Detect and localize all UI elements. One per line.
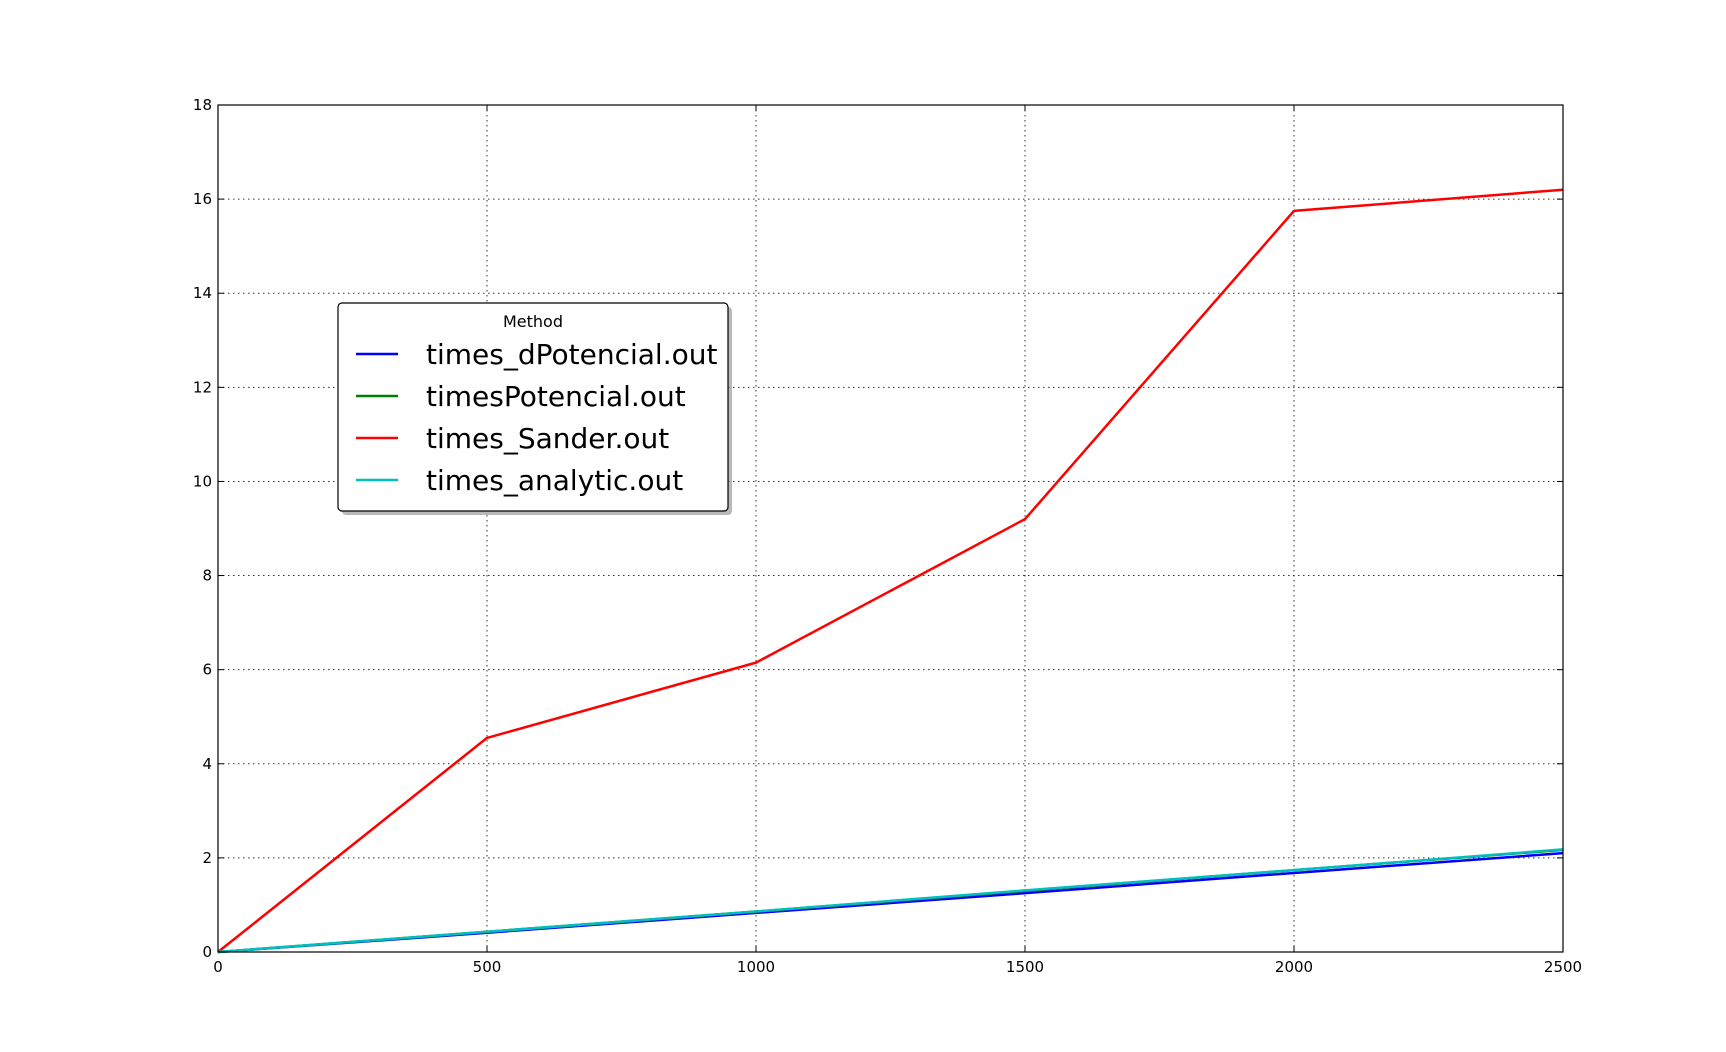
x-tick-label: 1000 xyxy=(737,958,775,976)
y-tick-label: 10 xyxy=(193,472,212,490)
y-tick-label: 6 xyxy=(202,661,212,679)
y-tick-label: 8 xyxy=(202,567,212,585)
y-tick-label: 16 xyxy=(193,190,212,208)
y-tick-label: 14 xyxy=(193,284,212,302)
x-tick-label: 500 xyxy=(473,958,502,976)
legend-entry-label: times_analytic.out xyxy=(426,464,683,497)
plot-frame xyxy=(217,104,1564,953)
plot-frame-layer xyxy=(217,104,1564,953)
series-line-times-sander-out xyxy=(217,188,1564,953)
x-tick-label: 0 xyxy=(213,958,223,976)
x-tick-label: 2000 xyxy=(1275,958,1313,976)
y-tick-label: 2 xyxy=(202,849,212,867)
y-tick-label: 0 xyxy=(202,943,212,961)
y-tick-label: 18 xyxy=(193,96,212,114)
x-tick-label: 2500 xyxy=(1544,958,1582,976)
series-layer xyxy=(217,188,1564,954)
legend-entry-label: times_dPotencial.out xyxy=(426,338,717,371)
ticks-layer: 0 500 1000 1500 2000 2500 0 2 4 6 8 10 12 14 16 18 xyxy=(193,96,1582,976)
legend-entry-label: timesPotencial.out xyxy=(426,380,686,413)
x-tick-label: 1500 xyxy=(1006,958,1044,976)
legend-box xyxy=(337,302,729,512)
y-tick-label: 4 xyxy=(202,755,212,773)
legend-entry-label: times_Sander.out xyxy=(426,422,669,455)
legend: Method times_dPotencial.out timesPotencial… xyxy=(337,302,732,515)
y-tick-label: 12 xyxy=(193,378,212,396)
legend-title: Method xyxy=(503,312,563,331)
series-line-times-analytic-out xyxy=(217,848,1564,954)
